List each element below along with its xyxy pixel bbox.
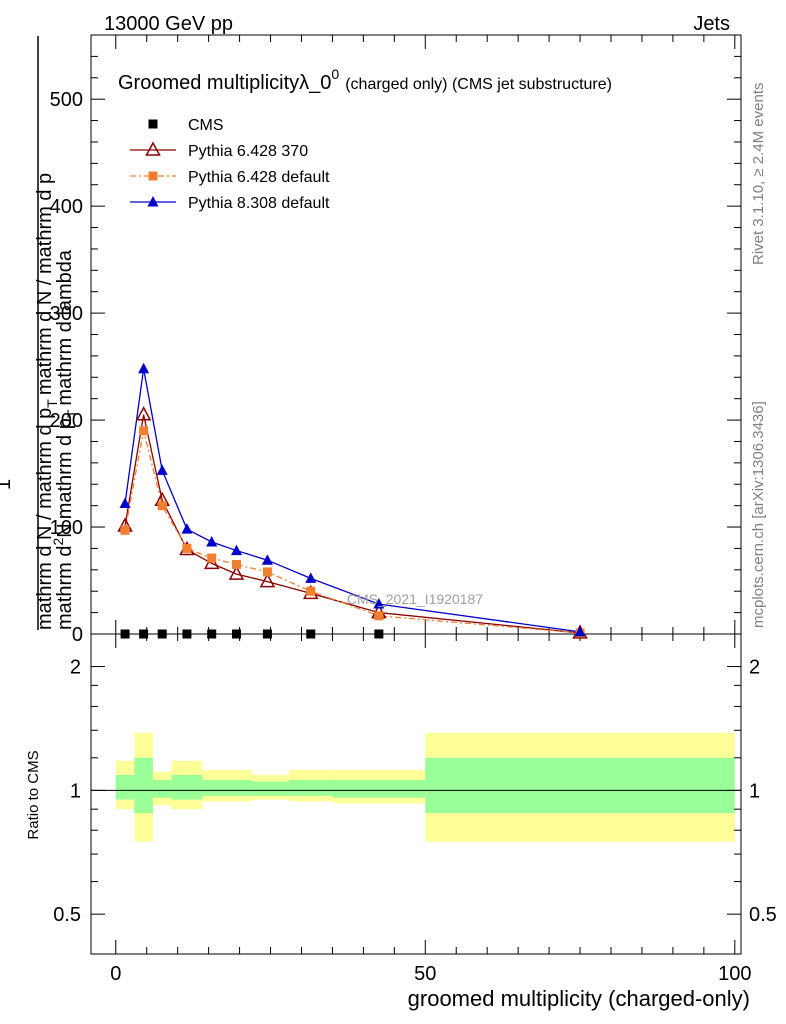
mcplots-label: mcplots.cern.ch [arXiv:1306.3436]	[750, 401, 767, 628]
ratio-plot-frame	[90, 633, 742, 955]
data-point	[305, 572, 317, 583]
ratio-y-tick-label-right: 0.5	[749, 904, 777, 926]
data-point	[157, 629, 167, 639]
header-left: 13000 GeV pp	[104, 13, 233, 35]
ratio-band-green	[115, 774, 135, 800]
data-point	[259, 573, 276, 588]
legend: CMS Pythia 6.428 370 Pythia 6.428 default P…	[130, 117, 330, 212]
data-point	[139, 629, 149, 639]
rivet-label: Rivet 3.1.10, ≥ 2.4M events	[750, 83, 767, 266]
analysis-watermark: CMS_2021_I1920187	[347, 591, 483, 607]
data-point	[306, 629, 316, 639]
header-right: Jets	[693, 13, 730, 35]
y-label-num: 1	[0, 479, 15, 490]
ratio-y-label: Ratio to CMS	[25, 750, 42, 839]
ratio-band-green	[202, 779, 252, 796]
ratio-y-tick-label: 2	[70, 657, 81, 679]
y-tick-label: 300	[50, 303, 83, 325]
data-point	[228, 565, 245, 580]
chart-title-tail: (charged only) (CMS jet substructure)	[345, 76, 612, 93]
legend-label: Pythia 6.428 370	[188, 143, 308, 160]
ratio-band-green	[289, 779, 333, 796]
y-tick-label: 200	[50, 410, 83, 432]
x-axis-label: groomed multiplicity (charged-only)	[408, 986, 750, 1011]
ratio-band-green	[171, 774, 203, 800]
ratio-band-green	[134, 757, 153, 814]
y-tick-label: 400	[50, 196, 83, 218]
legend-label: Pythia 6.428 default	[188, 169, 330, 186]
y-tick-label: 100	[50, 517, 83, 539]
data-point	[157, 501, 167, 511]
ratio-y-tick-label-right: 2	[749, 657, 760, 679]
legend-marker	[145, 141, 161, 156]
data-point	[139, 426, 149, 436]
chart-title: Groomed multiplicityλ_00 (charged only) (…	[118, 66, 612, 94]
ratio-band-green	[152, 779, 172, 798]
x-tick-label: 50	[414, 963, 436, 985]
y-tick-label: 0	[72, 624, 83, 646]
data-point	[306, 586, 316, 596]
data-point	[231, 559, 241, 569]
data-point	[138, 362, 150, 374]
data-point	[230, 544, 242, 556]
data-point	[262, 629, 272, 639]
y-tick-label: 500	[50, 89, 83, 111]
data-point	[207, 629, 217, 639]
chart-title-main: Groomed multiplicityλ_0	[118, 72, 331, 94]
data-point	[182, 629, 192, 639]
data-point	[135, 406, 152, 421]
y-axis-label: mathrm d N / mathrm d pTmathrm d N / mat…	[34, 173, 80, 630]
series-line	[124, 430, 581, 634]
data-point	[373, 598, 385, 609]
data-point	[156, 464, 168, 475]
data-point	[207, 553, 217, 563]
series-line	[124, 368, 581, 633]
ratio-y-tick-label: 0.5	[53, 904, 81, 926]
legend-marker	[148, 171, 158, 181]
x-tick-label: 100	[718, 963, 751, 985]
data-point	[374, 611, 384, 621]
data-point	[120, 629, 130, 639]
legend-label: CMS	[188, 117, 224, 134]
ratio-band-green	[251, 781, 290, 796]
ratio-band-green	[332, 779, 426, 798]
legend-marker	[147, 196, 159, 207]
ratio-y-tick-label: 1	[70, 780, 81, 802]
chart-title-sup: 0	[331, 66, 339, 82]
legend-label: Pythia 8.308 default	[188, 195, 330, 212]
data-point	[574, 625, 586, 637]
data-point	[261, 554, 273, 565]
data-point	[181, 523, 193, 534]
data-point	[262, 567, 272, 577]
x-tick-label: 0	[110, 963, 121, 985]
y-label-den: mathrm d N / mathrm d pTmathrm d N / mat…	[34, 173, 60, 630]
legend-marker	[148, 119, 158, 129]
data-point	[120, 525, 130, 535]
data-point	[231, 629, 241, 639]
data-point	[206, 536, 218, 547]
data-point	[119, 497, 131, 509]
data-point	[374, 629, 384, 639]
y-label-top: mathrm d2Nmathrm d pTmathrm d lambda	[50, 249, 80, 630]
ratio-y-tick-label-right: 1	[749, 780, 760, 802]
ratio-band-green	[425, 757, 735, 814]
data-point	[182, 543, 192, 553]
